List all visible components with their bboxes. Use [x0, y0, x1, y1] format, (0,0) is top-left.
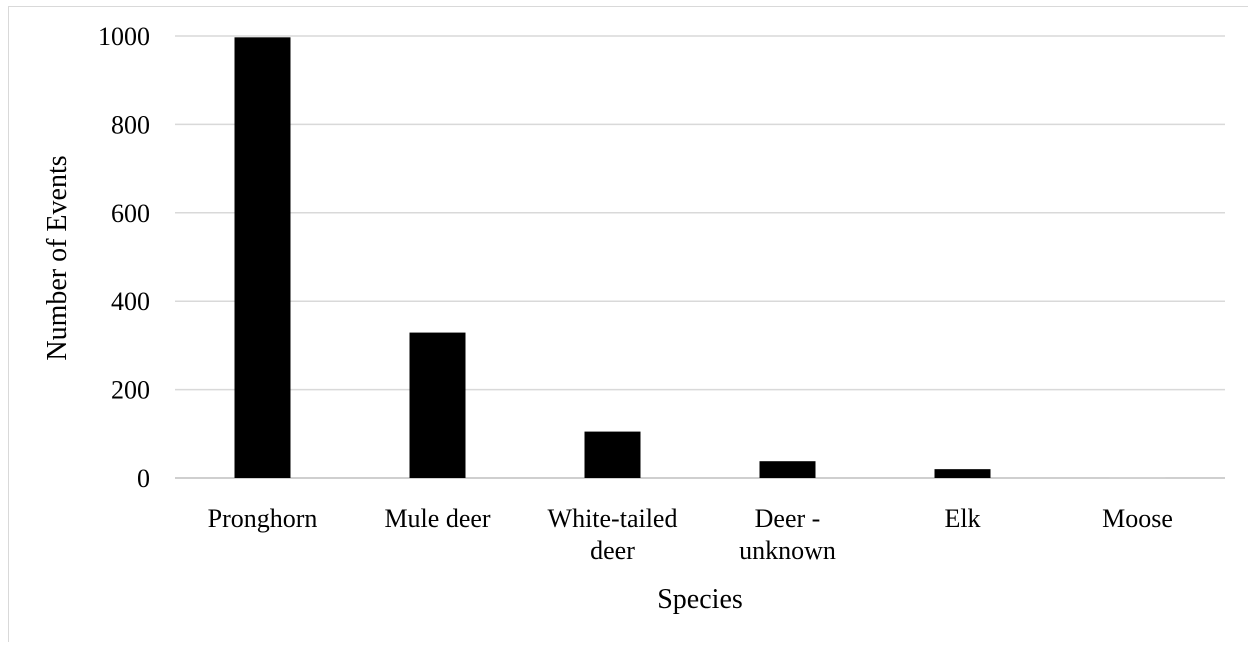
y-tick-label: 200	[111, 376, 150, 405]
x-category-label: Pronghorn	[208, 504, 318, 533]
x-axis-title: Species	[657, 584, 743, 615]
x-category-label: Elk	[944, 504, 980, 533]
bar	[234, 37, 291, 479]
y-tick-label: 0	[137, 464, 150, 493]
y-tick-label: 400	[111, 287, 150, 316]
y-tick-labels: 0 200 400 600 800 1000	[98, 22, 150, 493]
gridlines	[175, 35, 1225, 479]
y-tick-label: 1000	[98, 22, 150, 51]
y-tick-label: 600	[111, 199, 150, 228]
y-tick-label: 800	[111, 110, 150, 139]
x-category-label: White-tailed deer	[548, 504, 678, 565]
bar	[759, 461, 816, 478]
x-category-label: Deer -unknown	[739, 504, 836, 565]
bar	[409, 332, 466, 478]
x-category-labels: Pronghorn Mule deer White-tailed deer Deer -…	[208, 504, 1173, 565]
x-category-label: Moose	[1102, 504, 1173, 533]
bars	[234, 37, 1166, 479]
bar	[934, 469, 991, 478]
chart-frame	[8, 6, 1248, 642]
x-category-label: Mule deer	[384, 504, 490, 533]
bar	[1109, 477, 1166, 479]
bar	[584, 431, 641, 478]
y-axis-title: Number of Events	[42, 155, 73, 360]
